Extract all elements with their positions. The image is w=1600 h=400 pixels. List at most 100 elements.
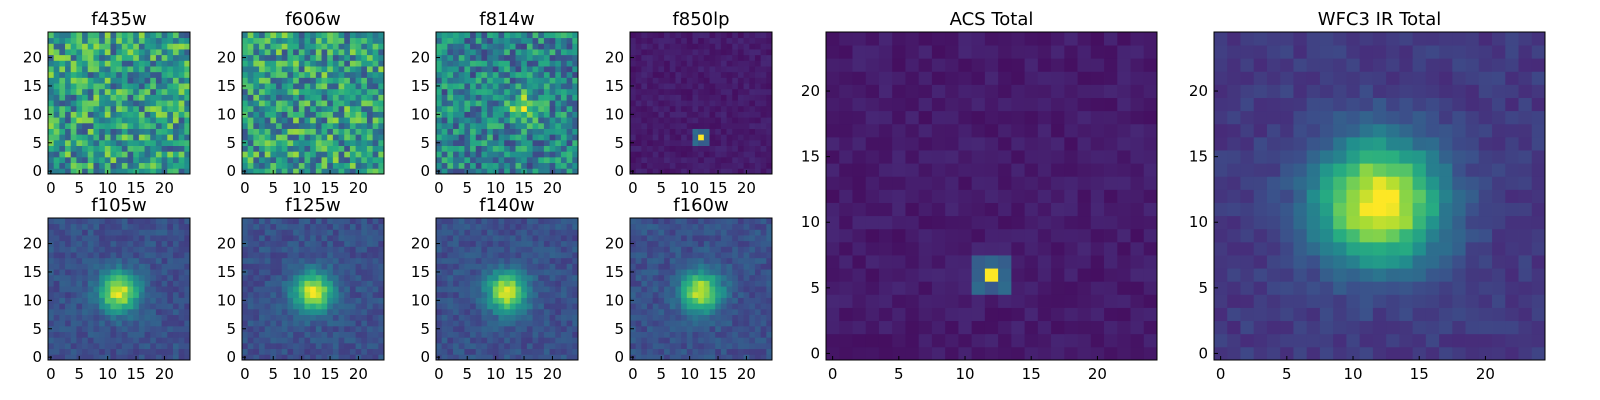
heatmap-cell bbox=[720, 162, 727, 169]
heatmap-cell bbox=[133, 325, 140, 332]
heatmap-cell bbox=[526, 229, 533, 236]
heatmap-cell bbox=[481, 151, 488, 158]
heatmap-cell bbox=[572, 111, 579, 118]
heatmap-cell bbox=[310, 168, 317, 175]
heatmap-cell bbox=[287, 94, 294, 101]
heatmap-cell bbox=[760, 32, 767, 39]
heatmap-cell bbox=[87, 269, 94, 276]
heatmap-cell bbox=[737, 348, 744, 355]
heatmap-cell bbox=[310, 337, 317, 344]
heatmap-cell bbox=[116, 32, 123, 39]
heatmap-cell bbox=[247, 162, 254, 169]
heatmap-cell bbox=[242, 60, 249, 67]
heatmap-cell bbox=[726, 257, 733, 264]
heatmap-cell bbox=[487, 252, 494, 259]
heatmap-cell bbox=[754, 286, 762, 293]
heatmap-cell bbox=[686, 145, 693, 152]
heatmap-cell bbox=[754, 37, 762, 44]
heatmap-cell bbox=[253, 32, 260, 39]
heatmap-cell bbox=[470, 151, 477, 158]
heatmap-cell bbox=[349, 117, 356, 124]
heatmap-cell bbox=[378, 223, 385, 230]
heatmap-cell bbox=[315, 94, 322, 101]
heatmap-cell bbox=[560, 128, 568, 135]
heatmap-cell bbox=[555, 49, 562, 56]
heatmap-cell bbox=[264, 263, 271, 270]
heatmap-cell bbox=[521, 308, 528, 315]
heatmap-cell bbox=[48, 32, 55, 39]
heatmap-cell bbox=[692, 291, 699, 298]
heatmap-cell bbox=[732, 168, 739, 175]
heatmap-cell bbox=[538, 105, 545, 112]
heatmap-cell bbox=[543, 257, 550, 264]
heatmap-cell bbox=[732, 291, 739, 298]
heatmap-cell bbox=[172, 246, 180, 253]
heatmap-cell bbox=[675, 331, 682, 338]
heatmap-cell bbox=[441, 354, 448, 361]
heatmap-cell bbox=[703, 280, 710, 287]
heatmap-cell bbox=[167, 66, 174, 73]
heatmap-cell bbox=[766, 308, 773, 315]
heatmap-cell bbox=[349, 105, 356, 112]
heatmap-cell bbox=[492, 325, 499, 332]
heatmap-cell bbox=[378, 122, 385, 129]
heatmap-cell bbox=[76, 257, 83, 264]
heatmap-cell bbox=[549, 331, 556, 338]
heatmap-cell bbox=[276, 274, 283, 281]
heatmap-cell bbox=[715, 156, 722, 164]
heatmap-cell bbox=[99, 94, 106, 101]
heatmap-cell bbox=[321, 314, 328, 321]
heatmap-cell bbox=[372, 168, 379, 175]
heatmap-cell bbox=[504, 331, 511, 338]
heatmap-cell bbox=[184, 269, 191, 276]
heatmap-cell bbox=[270, 122, 277, 129]
heatmap-cell bbox=[276, 83, 283, 90]
heatmap-cell bbox=[760, 274, 767, 281]
heatmap-cell bbox=[242, 43, 249, 50]
heatmap-cell bbox=[327, 263, 334, 270]
heatmap-cell bbox=[361, 54, 368, 61]
heatmap-cell bbox=[447, 348, 454, 355]
heatmap-cell bbox=[361, 100, 368, 107]
heatmap-cell bbox=[161, 77, 168, 84]
heatmap-cell bbox=[304, 331, 311, 338]
heatmap-cell bbox=[549, 77, 556, 84]
heatmap-cell bbox=[703, 337, 710, 344]
heatmap-cell bbox=[698, 303, 705, 310]
heatmap-cell bbox=[366, 229, 374, 236]
heatmap-cell bbox=[669, 43, 676, 50]
heatmap-cell bbox=[749, 111, 756, 118]
heatmap-cell bbox=[526, 54, 533, 61]
heatmap-cell bbox=[686, 88, 693, 95]
heatmap-cell bbox=[116, 337, 123, 344]
heatmap-cell bbox=[647, 49, 654, 56]
heatmap-cell bbox=[664, 88, 671, 95]
heatmap-cell bbox=[453, 54, 460, 61]
heatmap-cell bbox=[692, 331, 699, 338]
heatmap-cell bbox=[99, 348, 106, 355]
heatmap-cell bbox=[453, 83, 460, 90]
heatmap-cell bbox=[53, 269, 60, 276]
heatmap-cell bbox=[372, 257, 379, 264]
heatmap-cell bbox=[549, 66, 556, 73]
y-tick-label: 10 bbox=[23, 291, 42, 309]
heatmap-cell bbox=[543, 223, 550, 230]
heatmap-cell bbox=[332, 49, 339, 56]
heatmap-cell bbox=[264, 252, 271, 259]
heatmap-cell bbox=[321, 66, 328, 73]
heatmap-cell bbox=[127, 291, 134, 298]
heatmap-cell bbox=[293, 94, 300, 101]
heatmap-cell bbox=[310, 105, 317, 112]
heatmap-cell bbox=[555, 54, 562, 61]
heatmap-cell bbox=[475, 66, 482, 73]
heatmap-cell bbox=[327, 128, 334, 135]
heatmap-cell bbox=[361, 240, 368, 247]
heatmap-cell bbox=[172, 168, 180, 175]
heatmap-cell bbox=[53, 325, 60, 332]
heatmap-cell bbox=[675, 342, 682, 350]
heatmap-cell bbox=[361, 111, 368, 118]
heatmap-cell bbox=[743, 139, 750, 146]
heatmap-cell bbox=[572, 66, 579, 73]
heatmap-cell bbox=[487, 128, 494, 135]
heatmap-cell bbox=[378, 246, 385, 253]
